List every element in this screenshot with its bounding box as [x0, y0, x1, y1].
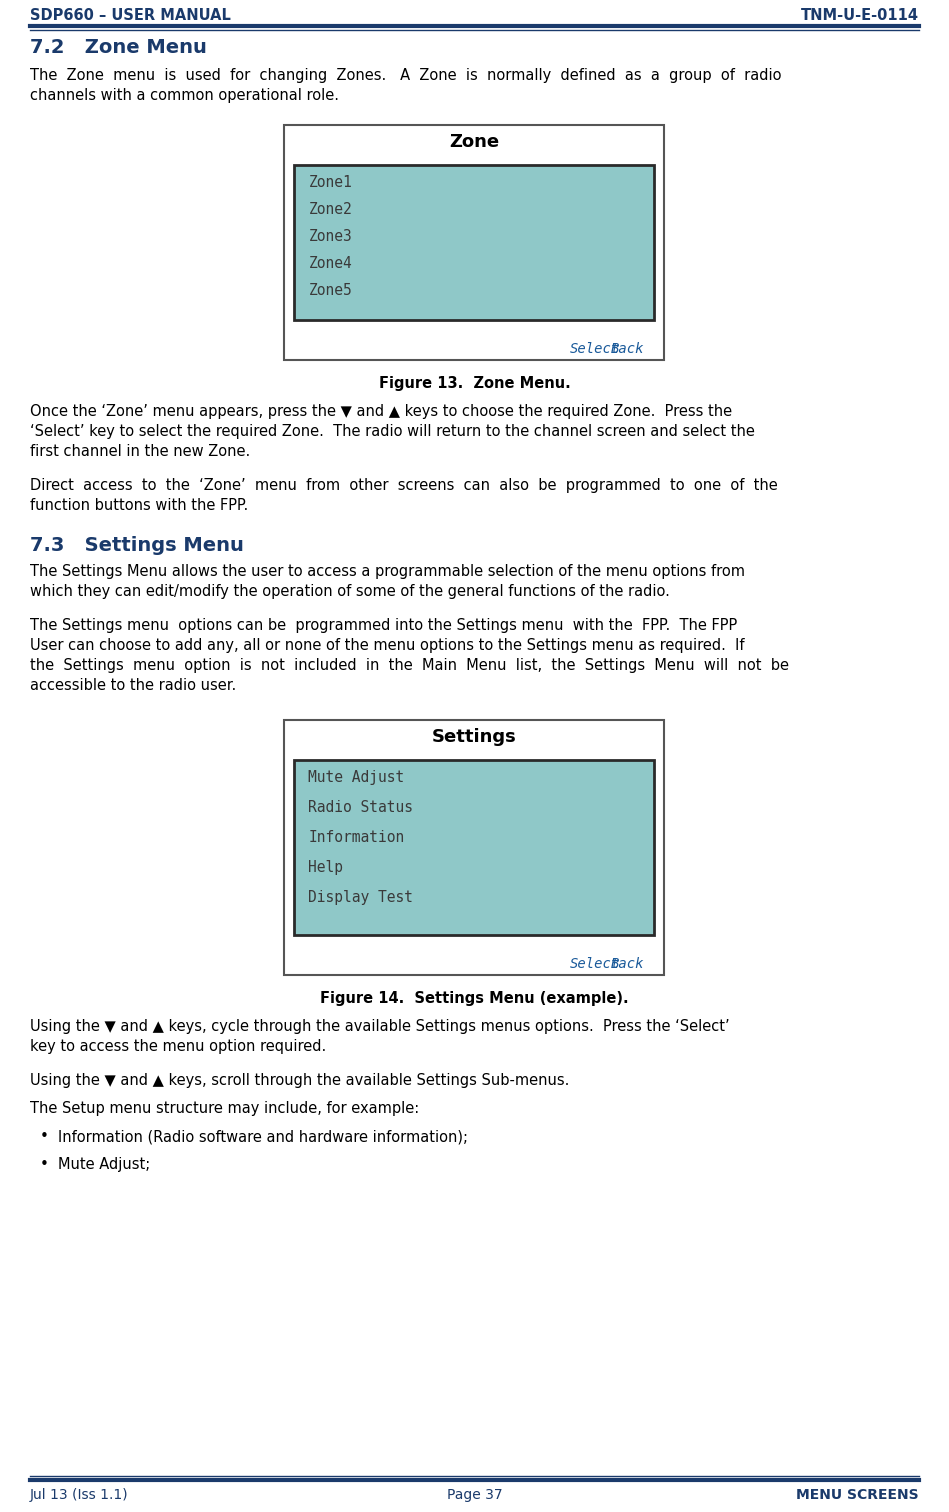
- Text: 7.2   Zone Menu: 7.2 Zone Menu: [30, 38, 207, 57]
- Text: the  Settings  menu  option  is  not  included  in  the  Main  Menu  list,  the : the Settings menu option is not included…: [30, 658, 789, 673]
- Text: Zone1: Zone1: [308, 175, 352, 191]
- Text: SDP660 – USER MANUAL: SDP660 – USER MANUAL: [30, 8, 231, 23]
- Text: The Setup menu structure may include, for example:: The Setup menu structure may include, fo…: [30, 1101, 419, 1116]
- Text: channels with a common operational role.: channels with a common operational role.: [30, 88, 339, 103]
- Text: Help: Help: [308, 860, 344, 875]
- Text: Mute Adjust;: Mute Adjust;: [58, 1157, 150, 1172]
- Text: Zone4: Zone4: [308, 256, 352, 271]
- Text: Information: Information: [308, 830, 405, 845]
- Text: first channel in the new Zone.: first channel in the new Zone.: [30, 445, 251, 460]
- Text: 7.3   Settings Menu: 7.3 Settings Menu: [30, 535, 244, 555]
- Text: Back: Back: [611, 342, 644, 355]
- Text: Radio Status: Radio Status: [308, 800, 414, 815]
- Text: Zone3: Zone3: [308, 228, 352, 243]
- Bar: [285, 720, 664, 975]
- Text: Using the ▼ and ▲ keys, cycle through the available Settings menus options.  Pre: Using the ▼ and ▲ keys, cycle through th…: [30, 1019, 730, 1034]
- Text: ‘Select’ key to select the required Zone.  The radio will return to the channel : ‘Select’ key to select the required Zone…: [30, 423, 754, 438]
- Text: Once the ‘Zone’ menu appears, press the ▼ and ▲ keys to choose the required Zone: Once the ‘Zone’ menu appears, press the …: [30, 404, 732, 419]
- Text: key to access the menu option required.: key to access the menu option required.: [30, 1039, 326, 1054]
- Text: Figure 13.  Zone Menu.: Figure 13. Zone Menu.: [379, 376, 570, 392]
- Text: Zone: Zone: [450, 133, 499, 151]
- Bar: [285, 125, 664, 360]
- Text: Direct  access  to  the  ‘Zone’  menu  from  other  screens  can  also  be  prog: Direct access to the ‘Zone’ menu from ot…: [30, 478, 778, 493]
- Text: Zone2: Zone2: [308, 203, 352, 218]
- Text: •: •: [40, 1129, 49, 1145]
- Text: Mute Adjust: Mute Adjust: [308, 770, 405, 785]
- Text: Zone5: Zone5: [308, 283, 352, 298]
- Text: •: •: [40, 1157, 49, 1172]
- Text: Figure 14.  Settings Menu (example).: Figure 14. Settings Menu (example).: [320, 990, 629, 1005]
- Text: Display Test: Display Test: [308, 891, 414, 906]
- Text: Back: Back: [611, 957, 644, 971]
- Text: accessible to the radio user.: accessible to the radio user.: [30, 677, 236, 692]
- Text: The Settings Menu allows the user to access a programmable selection of the menu: The Settings Menu allows the user to acc…: [30, 564, 745, 579]
- Text: The  Zone  menu  is  used  for  changing  Zones.   A  Zone  is  normally  define: The Zone menu is used for changing Zones…: [30, 68, 781, 83]
- Text: Jul 13 (Iss 1.1): Jul 13 (Iss 1.1): [30, 1488, 129, 1501]
- Text: Select: Select: [569, 342, 620, 355]
- Text: MENU SCREENS: MENU SCREENS: [796, 1488, 919, 1501]
- Text: Using the ▼ and ▲ keys, scroll through the available Settings Sub-menus.: Using the ▼ and ▲ keys, scroll through t…: [30, 1074, 569, 1089]
- Text: Information (Radio software and hardware information);: Information (Radio software and hardware…: [58, 1129, 468, 1145]
- Text: User can choose to add any, all or none of the menu options to the Settings menu: User can choose to add any, all or none …: [30, 638, 745, 653]
- Bar: [294, 761, 655, 934]
- Text: Page 37: Page 37: [447, 1488, 502, 1501]
- Text: Settings: Settings: [432, 727, 517, 745]
- Text: Select: Select: [569, 957, 620, 971]
- Text: The Settings menu  options can be  programmed into the Settings menu  with the  : The Settings menu options can be program…: [30, 618, 737, 634]
- Bar: [294, 165, 655, 321]
- Text: which they can edit/modify the operation of some of the general functions of the: which they can edit/modify the operation…: [30, 584, 670, 599]
- Text: TNM-U-E-0114: TNM-U-E-0114: [801, 8, 919, 23]
- Text: function buttons with the FPP.: function buttons with the FPP.: [30, 497, 249, 513]
